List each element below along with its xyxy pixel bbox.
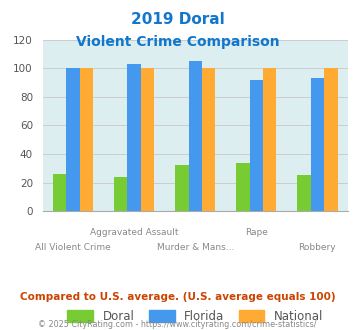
Bar bbox=[80, 68, 93, 211]
Bar bbox=[141, 68, 154, 211]
Bar bbox=[311, 78, 324, 211]
Bar bbox=[189, 61, 202, 211]
Text: All Violent Crime: All Violent Crime bbox=[35, 243, 111, 252]
Bar bbox=[202, 68, 215, 211]
Bar bbox=[175, 165, 189, 211]
Bar bbox=[53, 174, 66, 211]
Text: Robbery: Robbery bbox=[299, 243, 336, 252]
Bar bbox=[66, 68, 80, 211]
Text: Compared to U.S. average. (U.S. average equals 100): Compared to U.S. average. (U.S. average … bbox=[20, 292, 335, 302]
Bar bbox=[236, 163, 250, 211]
Bar bbox=[114, 177, 127, 211]
Text: 2019 Doral: 2019 Doral bbox=[131, 12, 224, 26]
Bar bbox=[324, 68, 338, 211]
Text: Violent Crime Comparison: Violent Crime Comparison bbox=[76, 35, 279, 49]
Text: Aggravated Assault: Aggravated Assault bbox=[90, 228, 179, 237]
Text: Rape: Rape bbox=[245, 228, 268, 237]
Bar bbox=[127, 64, 141, 211]
Bar bbox=[263, 68, 277, 211]
Text: © 2025 CityRating.com - https://www.cityrating.com/crime-statistics/: © 2025 CityRating.com - https://www.city… bbox=[38, 320, 317, 329]
Bar bbox=[250, 80, 263, 211]
Legend: Doral, Florida, National: Doral, Florida, National bbox=[64, 306, 327, 326]
Text: Murder & Mans...: Murder & Mans... bbox=[157, 243, 234, 252]
Bar bbox=[297, 176, 311, 211]
